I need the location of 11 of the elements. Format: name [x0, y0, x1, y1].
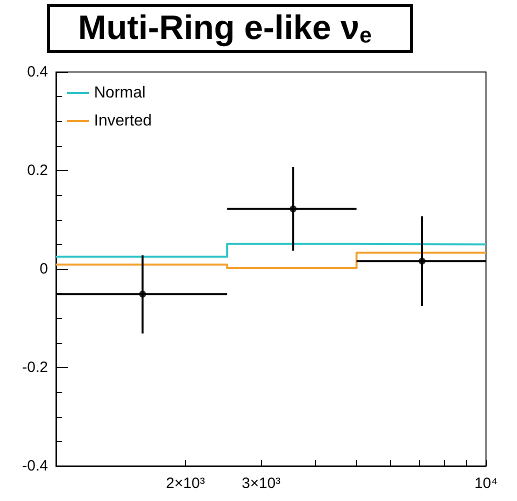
y-tick-label: 0.2 — [27, 162, 48, 179]
y-tick-label: 0.4 — [27, 64, 48, 80]
x-tick-label: 3×10³ — [242, 475, 281, 492]
y-tick-label: -0.4 — [22, 458, 48, 474]
legend-label: Normal — [94, 84, 146, 102]
x-tick-label: 2×10³ — [166, 475, 205, 492]
y-tick-label: 0 — [40, 260, 48, 278]
y-tick-label: -0.2 — [22, 359, 48, 376]
x-tick-label: 10⁴ — [474, 475, 498, 492]
chart-title: Muti-Ring e-like νe — [78, 9, 372, 48]
legend-label: Inverted — [94, 112, 152, 130]
